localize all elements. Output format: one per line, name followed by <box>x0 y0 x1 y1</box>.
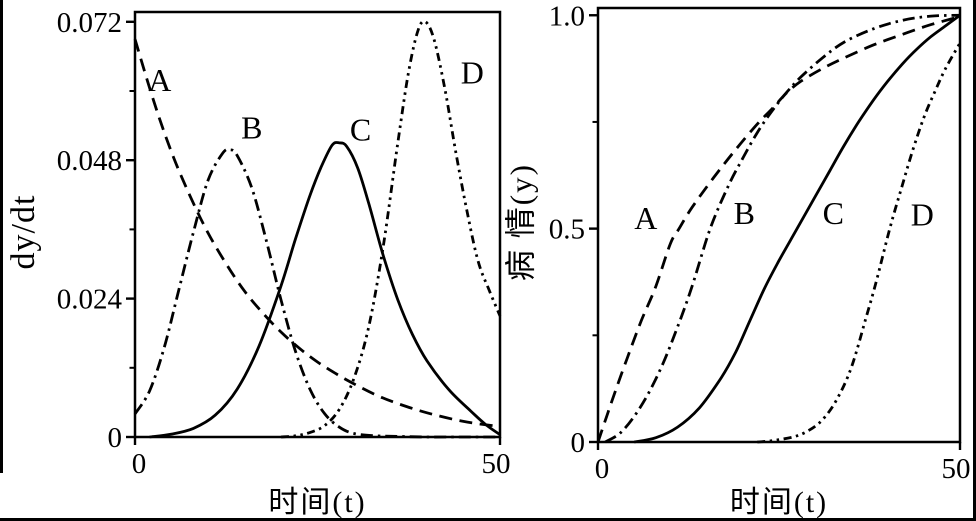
rate-x-tick-label: 0 <box>132 448 147 480</box>
severity-frame <box>596 6 962 444</box>
rate-x-tick-label: 50 <box>482 448 511 480</box>
scan-edge-left <box>0 0 3 473</box>
scan-edge-right <box>973 0 976 521</box>
curve-D <box>280 19 502 439</box>
curve-D <box>757 42 962 444</box>
series-label-B: B <box>734 195 755 231</box>
rate-y-tick-label: 0.024 <box>57 284 123 316</box>
series-label-A: A <box>634 200 657 236</box>
curve-A <box>596 15 961 443</box>
series-label-C: C <box>350 112 371 148</box>
rate-frame <box>133 10 502 439</box>
severity-y-tick-label: 0.5 <box>549 214 585 246</box>
rate-y-tick-label: 0.048 <box>57 145 122 177</box>
severity-chart: 0 0.5 1.0 0 50 A B C D <box>549 0 971 485</box>
curve-B <box>133 147 500 439</box>
series-label-C: C <box>823 195 844 231</box>
rate-y-tick-label: 0 <box>108 422 123 454</box>
severity-x-tick-label: 0 <box>595 453 610 485</box>
curve-C <box>633 14 961 444</box>
series-label-D: D <box>911 197 934 233</box>
rate-chart: 0 0.024 0.048 0.072 0 50 A B C D <box>57 7 511 480</box>
severity-chart-x-axis-label: 时间(t) <box>729 486 829 519</box>
series-label-A: A <box>148 62 171 98</box>
rate-y-tick-label: 0.072 <box>57 7 122 39</box>
curve-A <box>133 38 501 428</box>
series-label-D: D <box>461 55 484 91</box>
rate-chart-x-axis-label: 时间(t) <box>268 486 367 519</box>
severity-x-tick-label: 50 <box>942 453 971 485</box>
severity-y-tick-label: 0 <box>571 427 586 459</box>
severity-y-tick-label: 1.0 <box>549 0 585 32</box>
scan-edge-bottom <box>0 518 976 521</box>
rate-chart-y-axis-label: dy/dt <box>5 194 42 270</box>
severity-chart-y-axis-label: 病 情(y) <box>503 163 539 281</box>
series-label-B: B <box>241 109 262 145</box>
curve-B <box>604 13 961 444</box>
curve-C <box>149 141 501 439</box>
